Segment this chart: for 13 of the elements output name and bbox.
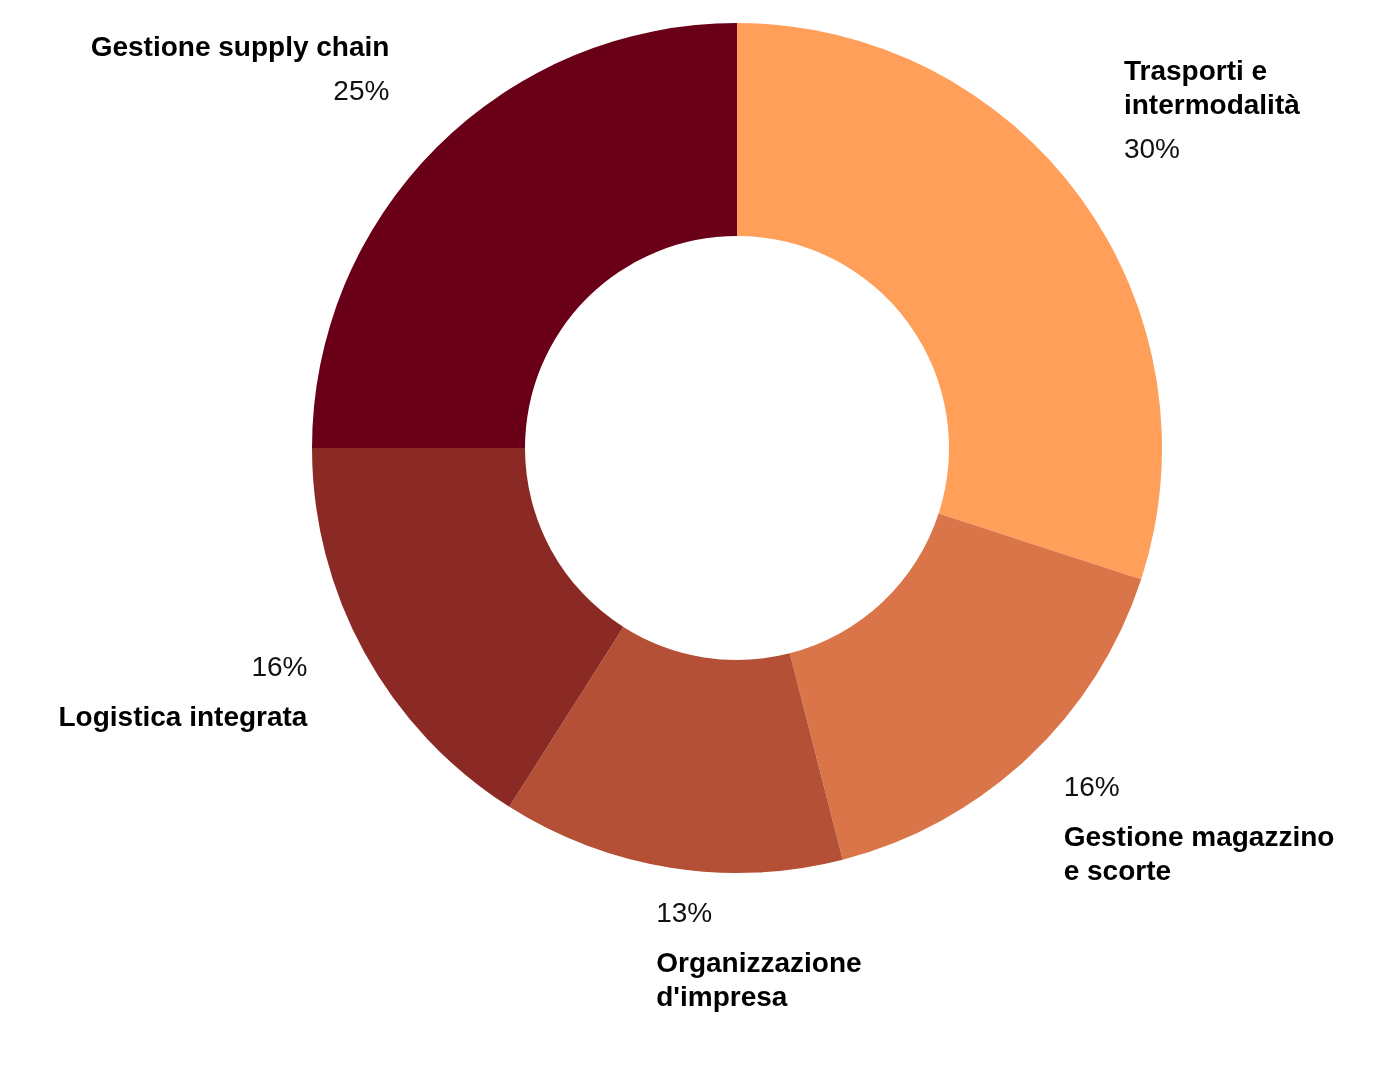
slice-label: Organizzazione d'impresa: [656, 946, 862, 1012]
data-label: 25%: [333, 75, 390, 107]
data-label: 16%: [251, 651, 308, 683]
slice-label: Gestione supply chain: [90, 31, 390, 63]
slice-label: Trasporti e intermodalità: [1123, 55, 1301, 121]
slice-label: Logistica integrata: [58, 701, 308, 733]
donut-slice: [312, 23, 737, 448]
data-label: 16%: [1063, 771, 1120, 803]
slice-label: Gestione magazzino e scorte: [1063, 821, 1335, 887]
data-label: 13%: [656, 896, 713, 928]
data-label: 30%: [1123, 133, 1181, 165]
donut-slice: [509, 627, 843, 873]
donut-slice: [312, 448, 624, 807]
